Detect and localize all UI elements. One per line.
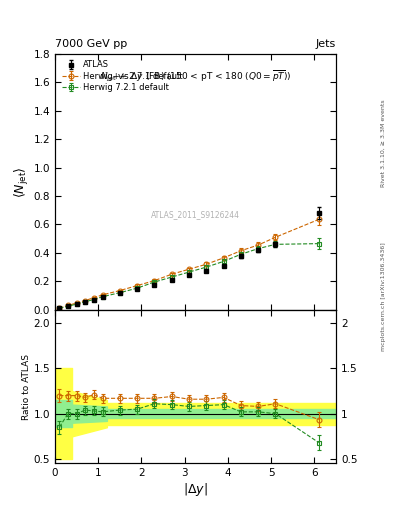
Text: mcplots.cern.ch [arXiv:1306.3436]: mcplots.cern.ch [arXiv:1306.3436] <box>381 243 386 351</box>
Legend: ATLAS, Herwig++ 2.7.1 default, Herwig 7.2.1 default: ATLAS, Herwig++ 2.7.1 default, Herwig 7.… <box>59 58 185 94</box>
Y-axis label: $\langle N_{\mathrm{jet}}\rangle$: $\langle N_{\mathrm{jet}}\rangle$ <box>13 166 31 198</box>
Y-axis label: Ratio to ATLAS: Ratio to ATLAS <box>22 354 31 419</box>
Text: $N_{\mathrm{jet}}$ vs $\Delta y$ (FB) (150 < pT < 180 ($Q0 = \overline{pT}$)): $N_{\mathrm{jet}}$ vs $\Delta y$ (FB) (1… <box>100 69 291 84</box>
X-axis label: $|\Delta y|$: $|\Delta y|$ <box>183 481 208 498</box>
Text: 7000 GeV pp: 7000 GeV pp <box>55 38 127 49</box>
Text: ATLAS_2011_S9126244: ATLAS_2011_S9126244 <box>151 210 240 220</box>
Text: Rivet 3.1.10, ≥ 3.3M events: Rivet 3.1.10, ≥ 3.3M events <box>381 99 386 187</box>
Text: Jets: Jets <box>316 38 336 49</box>
